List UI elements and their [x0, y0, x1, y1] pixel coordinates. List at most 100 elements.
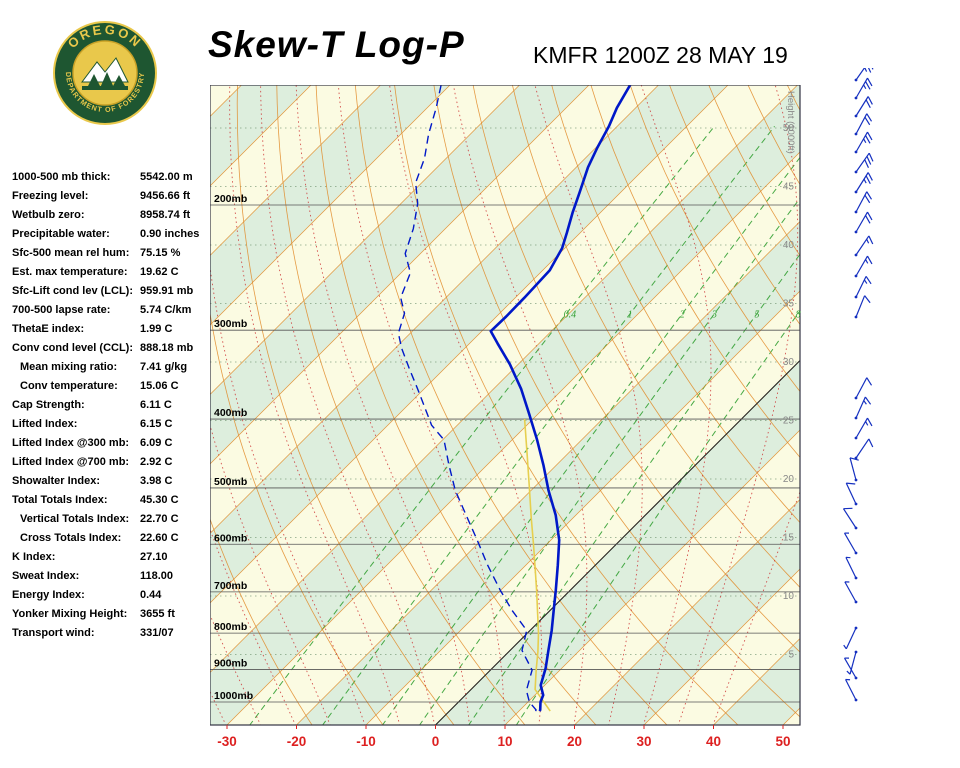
dry-adiabat-line: [669, 85, 800, 326]
index-row: Conv cond level (CCL): 888.18 mb: [12, 338, 217, 357]
height-label: 10: [783, 591, 795, 602]
wind-barb: [854, 235, 874, 257]
index-label: ThetaE index:: [12, 322, 85, 335]
index-label: Showalter Index:: [12, 474, 101, 487]
dry-adiabat-line: [551, 85, 800, 524]
wind-barb: [854, 275, 872, 299]
pressure-label: 900mb: [214, 657, 247, 669]
index-value: 9456.66 ft: [140, 189, 191, 202]
mixing-ratio-line: [468, 253, 800, 725]
isotherm-line: [210, 85, 451, 326]
index-label: Lifted Index @300 mb:: [12, 436, 130, 449]
height-axis-title: Height (1000ft): [785, 91, 796, 154]
mixing-ratio-line: [322, 125, 775, 725]
wind-barb: [854, 377, 873, 400]
dewpoint-line: [397, 85, 537, 712]
height-label: 15: [783, 533, 795, 544]
wind-barb: [854, 295, 871, 319]
index-row: Wetbulb zero: 8958.74 ft: [12, 205, 217, 224]
mixing-ratio-label: 2: [680, 310, 685, 321]
station-datetime: KMFR 1200Z 28 MAY 19: [533, 42, 788, 68]
isotherm-line: [210, 85, 520, 395]
isotherm-line: [210, 85, 590, 465]
index-row: 700-500 lapse rate: 5.74 C/km: [12, 300, 217, 319]
index-label: Cross Totals Index:: [20, 531, 122, 544]
index-value: 5.74 C/km: [140, 303, 192, 316]
index-value: 3.98 C: [140, 474, 173, 487]
temp-axis-label: -10: [356, 734, 376, 749]
wind-barb: [845, 556, 858, 580]
dry-adiabat-line: [315, 85, 597, 725]
index-row: Mean mixing ratio: 7.41 g/kg: [12, 357, 217, 376]
isotherm-line: [210, 85, 381, 256]
index-row: Showalter Index: 3.98 C: [12, 471, 217, 490]
wind-barb: [854, 152, 874, 174]
wind-barb: [849, 457, 859, 482]
index-row: Sfc-Lift cond lev (LCL): 959.91 mb: [12, 281, 217, 300]
index-value: 22.60 C: [140, 531, 179, 544]
dry-adiabat-line: [511, 85, 800, 588]
mixing-ratio-label: 3: [711, 310, 717, 321]
isotherm-line: [643, 568, 800, 725]
index-label: Vertical Totals Index:: [20, 512, 130, 525]
index-row: Est. max temperature: 19.62 C: [12, 262, 217, 281]
index-row: Lifted Index @700 mb: 2.92 C: [12, 452, 217, 471]
logo-tree-icon: [100, 72, 114, 88]
dry-adiabat-line: [590, 85, 800, 458]
mixing-ratio-label: 5: [755, 310, 760, 321]
temp-axis-label: -30: [217, 734, 237, 749]
index-value: 27.10: [140, 550, 168, 563]
index-value: 19.62 C: [140, 265, 179, 278]
index-label: Sfc-Lift cond lev (LCL):: [12, 284, 133, 297]
wind-barb: [854, 417, 873, 440]
wind-barb: [854, 255, 873, 278]
index-row: Cap Strength: 6.11 C: [12, 395, 217, 414]
index-label: Total Totals Index:: [12, 493, 108, 506]
index-value: 5542.00 m: [140, 170, 193, 183]
height-label: 45: [783, 182, 795, 193]
logo-tree-icon: [88, 74, 100, 86]
wind-barb: [843, 532, 858, 555]
index-row: 1000-500 mb thick: 5542.00 m: [12, 167, 217, 186]
mixing-ratio-line: [381, 156, 800, 725]
mixing-ratio-label: 1: [628, 310, 633, 321]
dry-adiabat-line: [629, 85, 800, 393]
wind-barb: [854, 131, 873, 154]
index-row: Yonker Mixing Height: 3655 ft: [12, 604, 217, 623]
index-label: Conv cond level (CCL):: [12, 341, 134, 354]
index-value: 959.91 mb: [140, 284, 194, 297]
dry-adiabat-line: [394, 85, 739, 725]
index-label: Cap Strength:: [12, 398, 85, 411]
index-label: Energy Index:: [12, 588, 85, 601]
index-row: Precipitable water: 0.90 inches: [12, 224, 217, 243]
index-value: 0.90 inches: [140, 227, 200, 240]
moist-adiabat-line: [295, 85, 470, 725]
index-value: 15.06 C: [140, 379, 179, 392]
index-row: Transport wind: 331/07: [12, 623, 217, 642]
dry-adiabat-line: [210, 517, 313, 725]
index-row: Conv temperature: 15.06 C: [12, 376, 217, 395]
index-row: Vertical Totals Index: 22.70 C: [12, 509, 217, 528]
index-label: Lifted Index:: [12, 417, 78, 430]
index-row: ThetaE index: 1.99 C: [12, 319, 217, 338]
odf-logo: OREGON DEPARTMENT OF FORESTRY: [53, 21, 157, 125]
index-label: Est. max temperature:: [12, 265, 128, 278]
wind-barb: [845, 678, 858, 702]
moist-adiabat-line: [452, 85, 588, 725]
wind-barb-column: [842, 68, 874, 702]
wind-barb: [854, 191, 873, 214]
wind-barb: [854, 438, 874, 460]
wind-barb: [854, 211, 873, 234]
temp-axis-label: 10: [497, 734, 512, 749]
temp-axis-label: -20: [287, 734, 307, 749]
dry-adiabat-line: [472, 85, 800, 653]
isotherm-line: [296, 221, 800, 725]
index-label: 1000-500 mb thick:: [12, 170, 111, 183]
isotherm-line: [210, 85, 659, 534]
index-label: Conv temperature:: [20, 379, 118, 392]
pressure-label: 500mb: [214, 476, 247, 488]
wind-barb: [844, 581, 858, 604]
index-value: 6.11 C: [140, 398, 172, 411]
temp-axis-label: 40: [706, 734, 721, 749]
index-row: Sfc-500 mean rel hum: 75.15 %: [12, 243, 217, 262]
